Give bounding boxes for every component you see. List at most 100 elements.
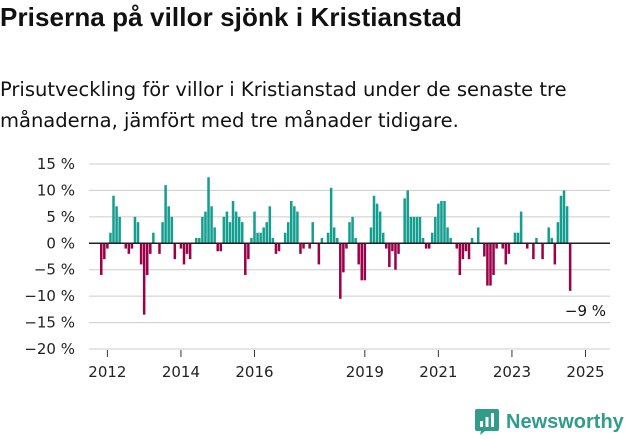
data-bar — [418, 216, 422, 244]
y-tick-label: −10 % — [24, 287, 75, 305]
data-bar — [394, 243, 397, 270]
data-bar — [286, 222, 290, 244]
chart-title: Priserna på villor sjönk i Kristianstad — [0, 2, 462, 32]
data-bar — [158, 243, 161, 254]
data-bar — [385, 243, 388, 249]
data-bar — [219, 243, 223, 252]
data-bar — [244, 243, 247, 275]
data-bar — [486, 243, 489, 286]
x-axis-tick-labels: 2012 2014 2016 2019 2021 2023 2025 — [88, 350, 605, 381]
data-bar — [259, 232, 262, 244]
data-bar — [415, 216, 419, 244]
data-bar — [440, 201, 443, 244]
data-bar — [332, 227, 336, 244]
data-bar — [532, 243, 535, 260]
data-bar — [173, 243, 177, 260]
data-bar — [547, 227, 550, 244]
x-tick-label: 2014 — [162, 363, 200, 381]
data-bar — [268, 206, 272, 244]
data-bar — [342, 243, 345, 273]
data-bar — [339, 243, 342, 299]
data-bar — [296, 211, 299, 244]
brand-name: Newsworthy — [506, 410, 624, 433]
data-bar — [149, 243, 152, 254]
data-bar — [513, 232, 517, 244]
data-bar — [519, 211, 523, 244]
data-bar — [464, 243, 468, 252]
data-bar — [115, 206, 118, 244]
data-bar — [290, 201, 293, 244]
data-bar — [152, 232, 155, 244]
data-bar — [262, 227, 265, 244]
data-bar — [188, 243, 192, 260]
data-bar — [526, 243, 529, 249]
data-bar — [556, 222, 560, 244]
data-bar — [124, 243, 128, 249]
data-bar — [231, 201, 235, 244]
data-bar — [446, 227, 449, 244]
y-axis-tick-labels: 15 % 10 % 5 % 0 % −5 % −10 % −15 % −20 % — [24, 155, 75, 358]
data-bar — [369, 227, 373, 244]
data-bar — [421, 238, 425, 244]
data-bar — [455, 243, 459, 249]
data-bar — [293, 206, 296, 244]
data-bar — [250, 238, 253, 244]
bar-chart: 15 %10 %5 %0 %−5 %−10 %−15 %−20 % 2012 20… — [24, 155, 610, 381]
data-bar — [317, 243, 321, 265]
data-bar — [483, 243, 486, 257]
data-bar — [265, 222, 269, 244]
data-bar — [550, 238, 554, 244]
data-bar — [133, 216, 137, 244]
data-bar — [424, 243, 428, 249]
data-bar — [118, 216, 121, 244]
data-bar — [345, 243, 348, 249]
data-bar — [360, 243, 364, 281]
data-bar — [492, 243, 495, 275]
data-bar — [541, 243, 544, 260]
data-bar — [348, 222, 351, 244]
data-bar — [185, 243, 189, 254]
data-bar — [271, 238, 275, 244]
data-bar — [274, 243, 278, 254]
data-bar — [225, 211, 229, 244]
data-bar — [222, 216, 226, 244]
y-tick-label: 10 % — [37, 181, 75, 199]
last-value-annotation: −9 % — [565, 302, 606, 320]
y-tick-label: 15 % — [37, 155, 75, 173]
y-tick-label: −15 % — [24, 314, 75, 332]
data-bar — [142, 243, 146, 315]
newsworthy-logo-icon — [475, 409, 499, 435]
data-bar — [237, 216, 241, 244]
data-bar — [308, 243, 311, 249]
data-bar — [247, 243, 250, 260]
data-bar — [216, 243, 219, 252]
data-bar — [372, 195, 376, 244]
data-bar — [167, 206, 170, 244]
y-tick-label: −5 % — [34, 261, 75, 279]
data-bar — [299, 243, 302, 254]
data-bar — [458, 243, 462, 275]
data-bar — [311, 222, 314, 244]
data-bar — [516, 232, 520, 244]
data-bar — [449, 238, 452, 244]
data-bar — [283, 232, 287, 244]
data-bar — [204, 211, 207, 244]
x-tick-label: 2025 — [566, 363, 604, 381]
data-bar — [412, 216, 416, 244]
data-bar — [256, 232, 259, 244]
data-bar — [228, 222, 232, 244]
y-tick-label: −20 % — [24, 340, 75, 358]
data-bar — [504, 243, 508, 265]
x-tick-label: 2012 — [88, 363, 126, 381]
data-bar — [351, 216, 354, 244]
data-bar — [320, 238, 324, 244]
data-bar — [139, 243, 143, 265]
x-tick-label: 2019 — [346, 363, 384, 381]
data-bar — [559, 195, 563, 244]
data-bar — [409, 216, 413, 244]
data-bar — [106, 243, 109, 249]
data-bar — [182, 243, 186, 265]
data-bar — [112, 195, 115, 244]
data-bar — [562, 190, 566, 244]
data-bar — [375, 203, 379, 244]
